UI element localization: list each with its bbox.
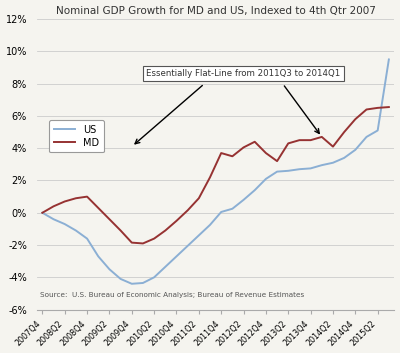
US [297,167,302,171]
MD [51,204,56,208]
US [241,198,246,202]
MD [196,196,201,201]
MD [319,135,324,139]
US [185,244,190,248]
US [275,169,280,174]
Legend: US, MD: US, MD [49,120,104,152]
US [152,275,156,280]
MD [286,141,291,145]
MD [330,144,335,149]
MD [40,211,45,215]
Text: Source:  U.S. Bureau of Economic Analysis; Bureau of Revenue Estimates: Source: U.S. Bureau of Economic Analysis… [40,292,305,298]
MD [275,159,280,163]
US [129,282,134,286]
US [74,228,78,233]
US [163,265,168,269]
MD [140,241,145,246]
MD [264,151,268,155]
US [208,223,212,227]
US [174,254,179,258]
MD [364,107,369,112]
US [319,163,324,167]
MD [375,106,380,110]
MD [85,195,90,199]
US [219,210,224,214]
MD [62,199,67,204]
US [96,254,101,258]
MD [129,240,134,245]
US [353,148,358,152]
US [140,281,145,285]
US [196,233,201,238]
MD [185,208,190,213]
MD [208,175,212,179]
US [230,207,235,211]
MD [297,138,302,142]
MD [118,228,123,233]
MD [74,196,78,201]
MD [241,145,246,150]
MD [353,117,358,121]
Line: MD: MD [42,107,389,244]
MD [174,219,179,223]
US [107,267,112,271]
Title: Nominal GDP Growth for MD and US, Indexed to 4th Qtr 2007: Nominal GDP Growth for MD and US, Indexe… [56,6,376,16]
US [330,161,335,165]
US [364,135,369,139]
MD [342,130,346,134]
US [286,169,291,173]
US [40,211,45,215]
MD [96,206,101,210]
MD [219,151,224,155]
US [252,188,257,192]
US [308,166,313,170]
US [264,177,268,181]
US [51,217,56,221]
MD [152,237,156,241]
MD [107,217,112,221]
MD [252,140,257,144]
US [386,57,391,61]
MD [163,228,168,233]
Text: Essentially Flat-Line from 2011Q3 to 2014Q1: Essentially Flat-Line from 2011Q3 to 201… [146,70,341,78]
US [118,277,123,281]
Line: US: US [42,59,389,284]
MD [308,138,313,142]
MD [386,105,391,109]
US [85,237,90,241]
US [342,156,346,160]
US [62,222,67,226]
US [375,128,380,133]
MD [230,154,235,158]
